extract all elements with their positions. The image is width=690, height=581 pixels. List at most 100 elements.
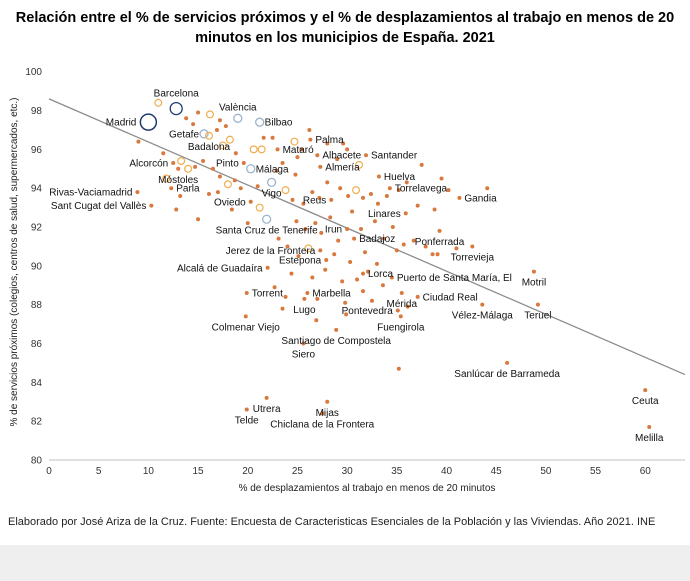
- point-label: Mataró: [283, 145, 315, 156]
- data-point-pinto: [241, 160, 246, 165]
- point-label: Chiclana de la Frontera: [270, 419, 374, 430]
- data-point: [304, 244, 313, 253]
- point-label: València: [219, 102, 257, 113]
- data-point: [289, 271, 294, 276]
- data-point-alcal-de-guada-ra: [265, 265, 270, 270]
- x-tick-label: 45: [491, 466, 503, 477]
- data-point-reus: [329, 197, 334, 202]
- data-point: [338, 186, 343, 191]
- data-point: [359, 226, 364, 231]
- data-point: [430, 252, 435, 257]
- data-point: [432, 207, 437, 212]
- data-point: [315, 296, 320, 301]
- data-point: [196, 217, 201, 222]
- data-point: [257, 145, 266, 154]
- data-point: [249, 145, 258, 154]
- data-point: [365, 269, 370, 274]
- axis-ticks: 0 5 10 15 20 25 30 35 40 45 50 55 60 80 82 84 86 88 90 92 94…: [25, 67, 651, 477]
- data-point-linares: [403, 211, 408, 216]
- point-label: Reus: [303, 195, 326, 206]
- data-point: [341, 141, 346, 146]
- point-label: Ponferrada: [415, 237, 465, 248]
- data-point: [290, 197, 295, 202]
- x-tick-label: 0: [46, 466, 52, 477]
- data-point: [345, 147, 350, 152]
- point-label: Fuengirola: [377, 322, 425, 333]
- data-point-sant-cugat-del-vall-s: [149, 203, 154, 208]
- data-point: [301, 201, 306, 206]
- source-note: Elaborado por José Ariza de la Cruz. Fue…: [8, 516, 656, 528]
- data-point-gandia: [457, 195, 462, 200]
- x-tick-label: 5: [96, 466, 102, 477]
- data-point: [369, 298, 374, 303]
- data-point: [184, 116, 189, 121]
- data-point: [439, 176, 444, 181]
- data-point: [404, 180, 409, 185]
- point-label: Estepona: [279, 256, 322, 267]
- data-point: [346, 193, 351, 198]
- y-tick-label: 96: [31, 145, 43, 156]
- point-label: Santiago de Compostela: [281, 336, 391, 347]
- data-point: [270, 135, 275, 140]
- point-label: Lugo: [293, 305, 316, 316]
- data-point: [218, 141, 227, 150]
- data-point-puerto-de-santa-mar-a-el: [389, 275, 394, 280]
- data-point: [344, 312, 349, 317]
- point-label: Lorca: [368, 269, 393, 280]
- data-point: [290, 137, 299, 146]
- x-tick-label: 40: [441, 466, 453, 477]
- data-point-m-laga: [246, 164, 256, 174]
- data-point: [372, 219, 377, 224]
- data-point-lugo: [302, 296, 307, 301]
- data-point: [233, 151, 238, 156]
- chart-title: Relación entre el % de servicios próximo…: [15, 10, 675, 46]
- point-label: Ciudad Real: [423, 292, 478, 303]
- data-point: [435, 252, 440, 257]
- data-point-oviedo: [248, 199, 253, 204]
- data-point: [294, 219, 299, 224]
- data-point: [238, 186, 243, 191]
- data-point: [283, 294, 288, 299]
- point-label: Málaga: [256, 164, 289, 175]
- data-point: [348, 259, 353, 264]
- data-point: [363, 250, 368, 255]
- trendline: [48, 98, 686, 376]
- y-tick-label: 94: [31, 184, 43, 195]
- data-point: [384, 193, 389, 198]
- data-point: [313, 221, 318, 226]
- data-point-alcorc-n: [171, 160, 176, 165]
- footer-band: [0, 545, 690, 581]
- data-point-santander: [364, 153, 369, 158]
- data-point: [454, 246, 459, 251]
- y-tick-label: 86: [31, 339, 43, 350]
- data-point: [205, 110, 214, 119]
- data-point-barcelona: [169, 101, 183, 116]
- data-point-val-ncia: [233, 113, 243, 123]
- data-point-matar-: [275, 147, 280, 152]
- data-point-estepona: [324, 258, 329, 263]
- y-tick-label: 92: [31, 223, 43, 234]
- point-label: Alcalá de Guadaíra: [177, 263, 263, 274]
- data-point: [215, 190, 220, 195]
- data-point-v-lez-m-laga: [480, 302, 485, 307]
- point-label: Torrelavega: [395, 184, 448, 195]
- point-label: Ceuta: [632, 396, 659, 407]
- data-point: [223, 124, 228, 129]
- x-axis-title: % de desplazamientos al trabajo en menos…: [239, 483, 496, 494]
- data-point: [314, 318, 319, 323]
- data-point: [162, 174, 171, 183]
- point-label: Teruel: [524, 311, 551, 322]
- point-label: Parla: [176, 184, 200, 195]
- data-point: [303, 226, 308, 231]
- data-point: [411, 238, 416, 243]
- point-label: Telde: [235, 416, 259, 427]
- data-point: [396, 188, 401, 193]
- data-point-santiago-de-compostela: [334, 327, 339, 332]
- data-point: [485, 186, 490, 191]
- data-point: [295, 155, 300, 160]
- x-tick-label: 15: [193, 466, 205, 477]
- data-point: [281, 186, 290, 195]
- data-point: [317, 195, 322, 200]
- data-point: [325, 141, 330, 146]
- data-point: [374, 261, 379, 266]
